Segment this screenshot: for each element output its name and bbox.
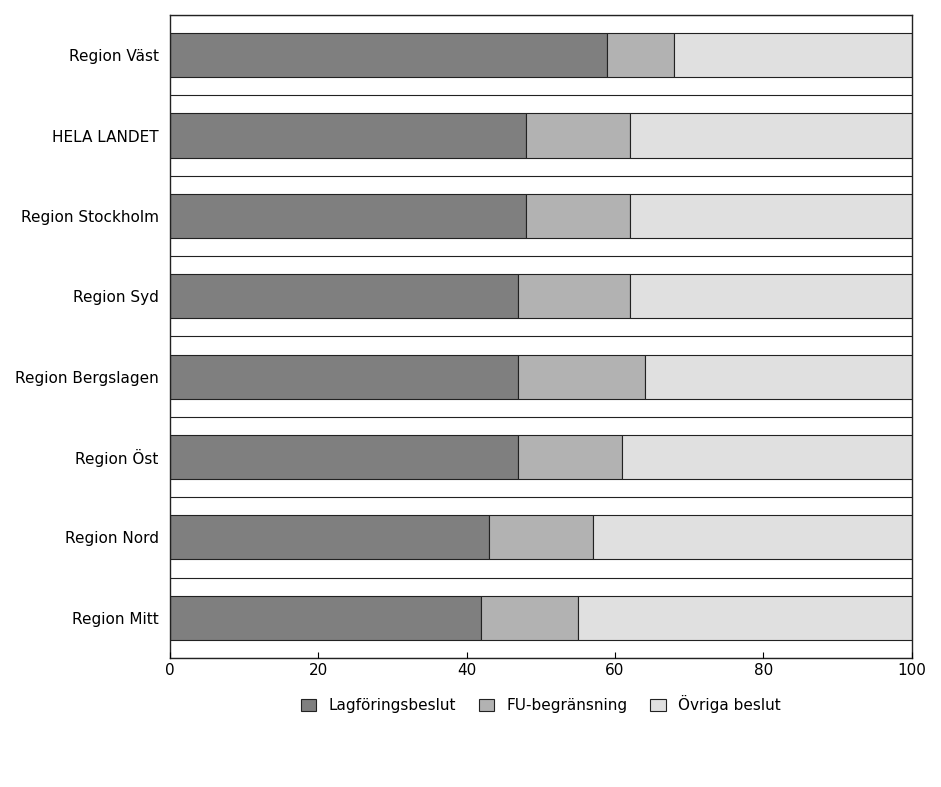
Bar xyxy=(630,113,912,157)
Bar xyxy=(645,354,912,399)
Bar xyxy=(608,33,674,77)
Bar xyxy=(630,194,912,238)
Bar xyxy=(170,194,526,238)
Bar xyxy=(526,194,630,238)
Bar xyxy=(518,354,645,399)
Bar xyxy=(593,515,912,560)
Bar xyxy=(170,33,608,77)
Bar xyxy=(170,354,518,399)
Bar xyxy=(170,113,526,157)
Bar xyxy=(170,596,482,640)
Bar xyxy=(622,435,912,479)
Legend: Lagföringsbeslut, FU-begränsning, Övriga beslut: Lagföringsbeslut, FU-begränsning, Övriga… xyxy=(294,688,789,721)
Bar xyxy=(674,33,912,77)
Bar xyxy=(170,435,518,479)
Bar xyxy=(518,435,622,479)
Bar xyxy=(526,113,630,157)
Bar xyxy=(170,515,488,560)
Bar xyxy=(170,274,518,319)
Bar xyxy=(630,274,912,319)
Bar xyxy=(482,596,578,640)
Bar xyxy=(578,596,912,640)
Bar xyxy=(518,274,630,319)
Bar xyxy=(488,515,593,560)
